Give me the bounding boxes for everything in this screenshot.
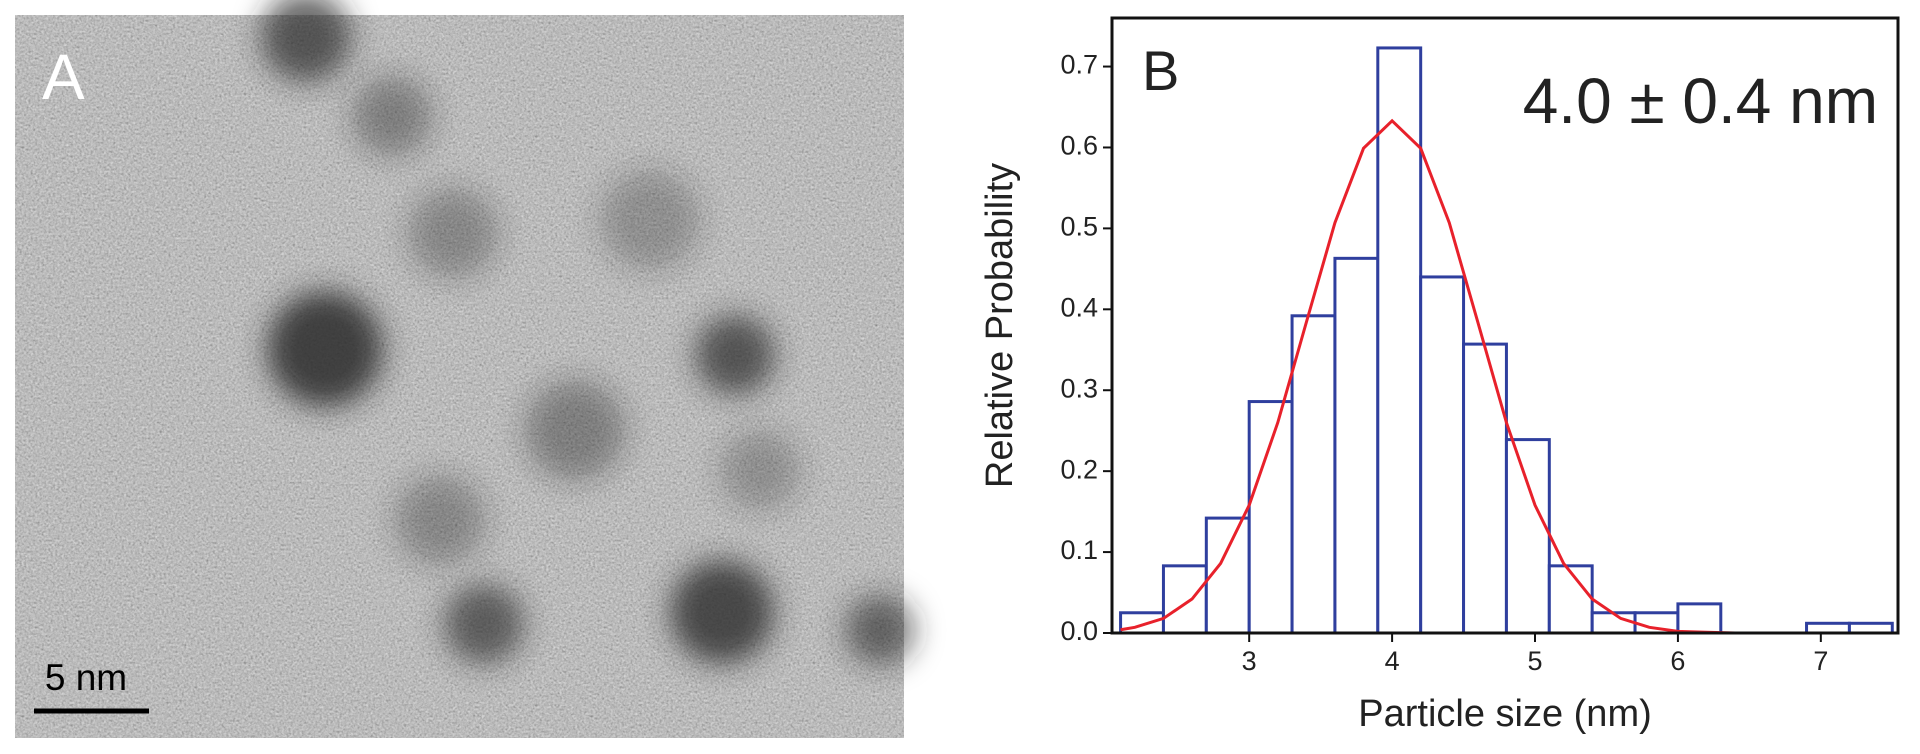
panel-label: B bbox=[1142, 39, 1179, 102]
annotation: 4.0 ± 0.4 nm bbox=[1523, 65, 1878, 137]
y-tick-label: 0.1 bbox=[1060, 535, 1098, 565]
y-axis-label: Relative Probability bbox=[979, 163, 1021, 488]
bar bbox=[1419, 275, 1466, 635]
x-tick-label: 5 bbox=[1527, 646, 1542, 676]
histogram-chart: 3 4 5 6 7 0.0 0.1 0.2 0.3 0.4 0.5 0.6 0.7 Particle si… bbox=[979, 16, 1900, 735]
x-tick-label: 6 bbox=[1670, 646, 1685, 676]
x-tick-label: 7 bbox=[1813, 646, 1828, 676]
x-axis-label: Particle size (nm) bbox=[1358, 693, 1652, 735]
bar bbox=[1376, 46, 1423, 635]
bar bbox=[1204, 516, 1251, 635]
y-tick-label: 0.0 bbox=[1060, 616, 1098, 646]
y-tick-label: 0.3 bbox=[1060, 373, 1098, 403]
y-tick-label: 0.2 bbox=[1060, 454, 1098, 484]
x-tick-label: 3 bbox=[1242, 646, 1257, 676]
plot-frame bbox=[1110, 16, 1900, 635]
panel-label: A bbox=[42, 41, 85, 113]
bar bbox=[1590, 611, 1637, 635]
bar bbox=[1247, 400, 1294, 635]
x-tick-label: 4 bbox=[1385, 646, 1400, 676]
y-tick-label: 0.7 bbox=[1060, 50, 1098, 80]
bar bbox=[1290, 314, 1337, 635]
y-tick-label: 0.4 bbox=[1060, 292, 1098, 322]
bar bbox=[1504, 438, 1551, 635]
bar bbox=[1462, 342, 1508, 635]
y-tick-label: 0.6 bbox=[1060, 131, 1098, 161]
bar bbox=[1161, 564, 1208, 635]
tem-image: A 5 nm bbox=[15, 0, 915, 738]
y-tick-label: 0.5 bbox=[1060, 212, 1098, 242]
bar bbox=[1333, 256, 1380, 635]
scale-bar-label: 5 nm bbox=[45, 657, 127, 698]
bar bbox=[1676, 602, 1723, 635]
bar bbox=[1547, 564, 1594, 635]
